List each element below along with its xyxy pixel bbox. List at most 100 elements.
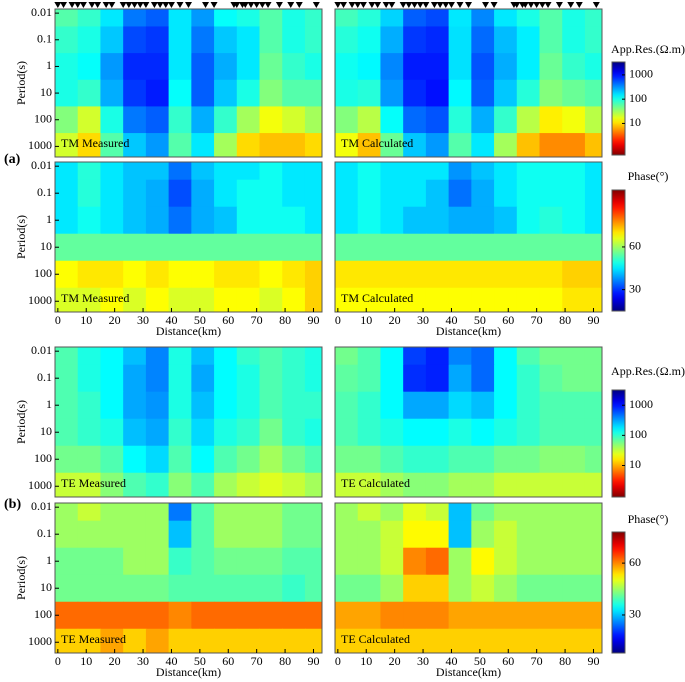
station-marker bbox=[94, 2, 102, 8]
heat-cell bbox=[357, 179, 381, 208]
heat-cell bbox=[425, 364, 450, 393]
heat-cell bbox=[425, 628, 450, 654]
heat-cell bbox=[380, 233, 404, 262]
heat-cell bbox=[494, 364, 518, 393]
panel-frame bbox=[54, 8, 323, 158]
heat-cell bbox=[584, 574, 603, 603]
heat-cell bbox=[471, 445, 495, 474]
heat-cell bbox=[494, 260, 518, 289]
heat-cell bbox=[236, 79, 261, 107]
x-tick-label: 50 bbox=[194, 654, 206, 668]
heat-cell bbox=[448, 53, 472, 81]
heat-cell bbox=[380, 162, 404, 181]
heat-cell bbox=[77, 9, 101, 27]
heat-cell bbox=[562, 179, 586, 208]
heat-cell bbox=[214, 287, 238, 313]
heat-cell bbox=[335, 472, 359, 498]
heat-cell bbox=[304, 364, 323, 393]
heat-cell bbox=[494, 106, 518, 134]
panel-title: TM Measured bbox=[61, 136, 129, 150]
heat-cell bbox=[191, 472, 215, 498]
station-marker bbox=[348, 2, 356, 8]
heat-cell bbox=[516, 9, 541, 27]
heat-cell bbox=[259, 162, 283, 181]
heat-cell bbox=[516, 347, 541, 366]
heat-cell bbox=[516, 179, 541, 208]
x-axis-label: Distance(km) bbox=[436, 665, 501, 679]
station-marker bbox=[202, 2, 210, 8]
heat-cell bbox=[335, 364, 359, 393]
y-tick-label: 100 bbox=[34, 607, 52, 621]
x-tick-label: 20 bbox=[389, 313, 401, 327]
heat-cell bbox=[55, 472, 79, 498]
heat-cell bbox=[214, 472, 238, 498]
x-tick-label: 20 bbox=[109, 654, 121, 668]
panel-frame bbox=[54, 161, 323, 313]
heat-cell bbox=[77, 547, 101, 576]
heat-cell bbox=[123, 418, 147, 447]
x-tick-label: 60 bbox=[502, 313, 514, 327]
heat-cell bbox=[55, 347, 79, 366]
heat-cell bbox=[448, 179, 472, 208]
heat-cell bbox=[77, 179, 101, 208]
heat-cell bbox=[494, 601, 518, 630]
heat-cell bbox=[214, 260, 238, 289]
heat-cell bbox=[562, 287, 586, 313]
heat-cell bbox=[584, 179, 603, 208]
heat-cell bbox=[100, 472, 124, 498]
panel-title: TE Measured bbox=[61, 476, 126, 490]
heat-cell bbox=[471, 206, 495, 235]
heat-cell bbox=[425, 179, 450, 208]
heat-cell bbox=[471, 418, 495, 447]
heat-cell bbox=[123, 520, 147, 549]
heat-cell bbox=[214, 26, 238, 54]
heat-cell bbox=[236, 179, 261, 208]
panel: TE Calculated bbox=[334, 346, 603, 498]
heat-cell bbox=[236, 364, 261, 393]
heat-cell bbox=[357, 503, 381, 522]
heat-cell bbox=[123, 287, 147, 313]
y-tick-label: 10 bbox=[40, 424, 52, 438]
heat-cell bbox=[77, 418, 101, 447]
heat-cell bbox=[380, 628, 404, 654]
heat-cell bbox=[304, 503, 323, 522]
heat-cell bbox=[539, 520, 563, 549]
heat-cell bbox=[168, 206, 192, 235]
heat-cell bbox=[471, 347, 495, 366]
x-tick-label: 30 bbox=[417, 654, 429, 668]
heat-cell bbox=[584, 79, 603, 107]
heat-cell bbox=[214, 79, 238, 107]
heat-cell bbox=[448, 206, 472, 235]
heat-cell bbox=[259, 520, 283, 549]
heat-cell bbox=[191, 79, 215, 107]
heat-cell bbox=[335, 547, 359, 576]
heat-cell bbox=[168, 53, 192, 81]
station-marker bbox=[119, 2, 127, 8]
y-tick-label: 10 bbox=[40, 580, 52, 594]
heat-cell bbox=[55, 106, 79, 134]
heat-cell bbox=[191, 418, 215, 447]
station-marker bbox=[482, 2, 490, 8]
heat-cell bbox=[282, 260, 306, 289]
heat-cell bbox=[123, 601, 147, 630]
heat-cell bbox=[77, 503, 101, 522]
heat-cell bbox=[584, 628, 603, 654]
heat-cell bbox=[516, 53, 541, 81]
x-tick-label: 40 bbox=[445, 654, 457, 668]
heat-cell bbox=[55, 233, 79, 262]
heat-cell bbox=[335, 162, 359, 181]
heat-cell bbox=[55, 520, 79, 549]
heat-cell bbox=[516, 79, 541, 107]
y-tick-label: 1000 bbox=[28, 634, 52, 648]
heat-cell bbox=[145, 628, 170, 654]
heat-cell bbox=[539, 503, 563, 522]
heat-cell bbox=[494, 233, 518, 262]
heat-cell bbox=[471, 233, 495, 262]
heat-cell bbox=[584, 233, 603, 262]
heat-cell bbox=[304, 547, 323, 576]
heat-cell bbox=[380, 79, 404, 107]
heat-cell bbox=[55, 9, 79, 27]
heat-cell bbox=[425, 391, 450, 420]
colorbar bbox=[611, 61, 626, 156]
